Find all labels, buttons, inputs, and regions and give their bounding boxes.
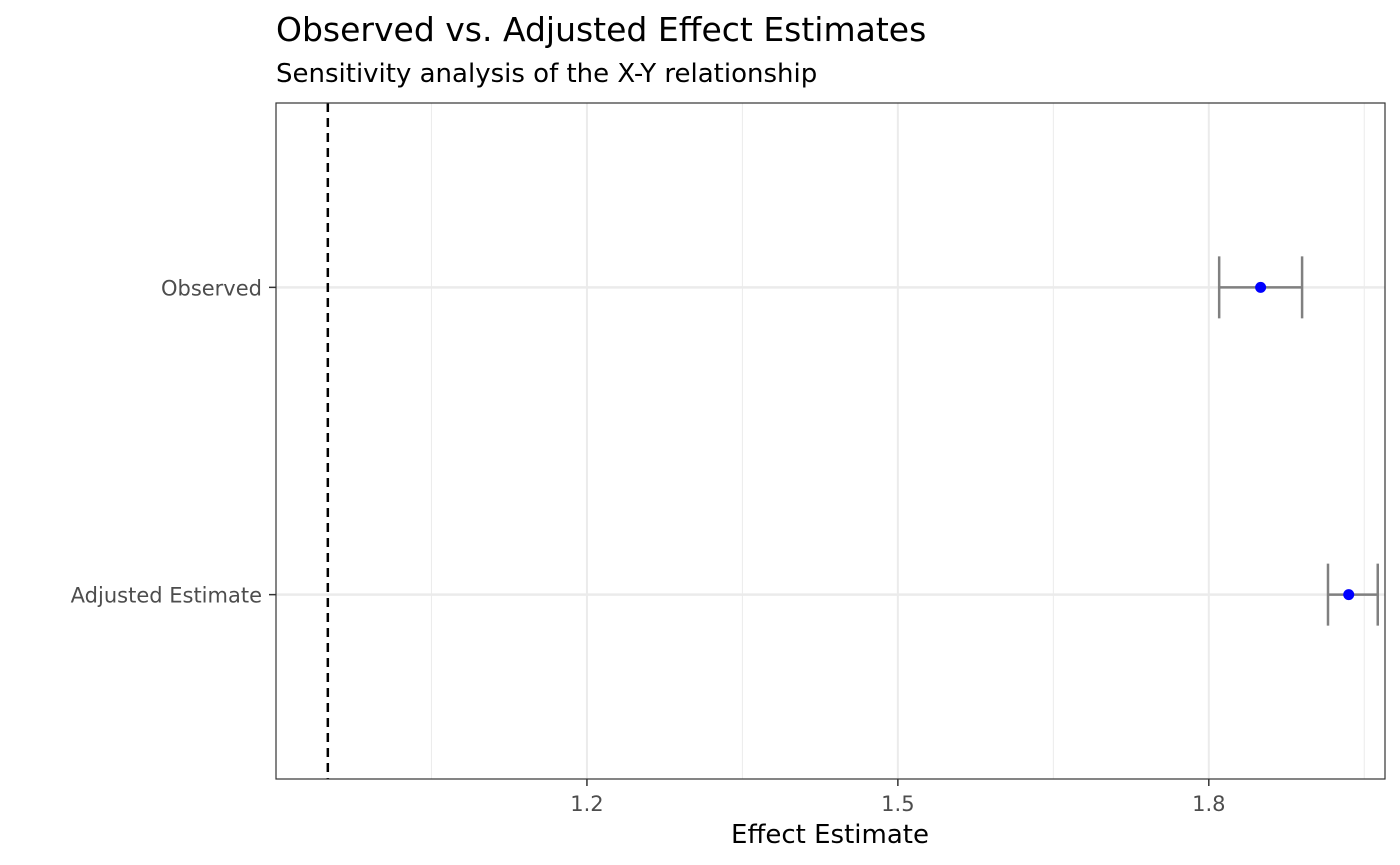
chart-subtitle: Sensitivity analysis of the X-Y relation… [276, 59, 817, 89]
x-tick-label: 1.5 [881, 792, 914, 816]
grid-layer [276, 103, 1385, 779]
x-axis-title: Effect Estimate [731, 820, 929, 850]
data-row [1217, 256, 1304, 319]
plot-panel-border [275, 102, 1386, 780]
estimate-point [1255, 281, 1267, 293]
axis-layer: Observed Adjusted Estimate 1.2 1.5 1.8 [71, 276, 1226, 816]
x-tick-label: 1.2 [570, 792, 603, 816]
chart-title: Observed vs. Adjusted Effect Estimates [276, 10, 926, 49]
data-row [1326, 563, 1379, 626]
x-tick-label: 1.8 [1192, 792, 1225, 816]
data-layer [1217, 256, 1379, 626]
y-tick-label: Adjusted Estimate [71, 584, 262, 608]
estimate-point [1343, 589, 1355, 601]
y-tick-label: Observed [161, 276, 262, 300]
